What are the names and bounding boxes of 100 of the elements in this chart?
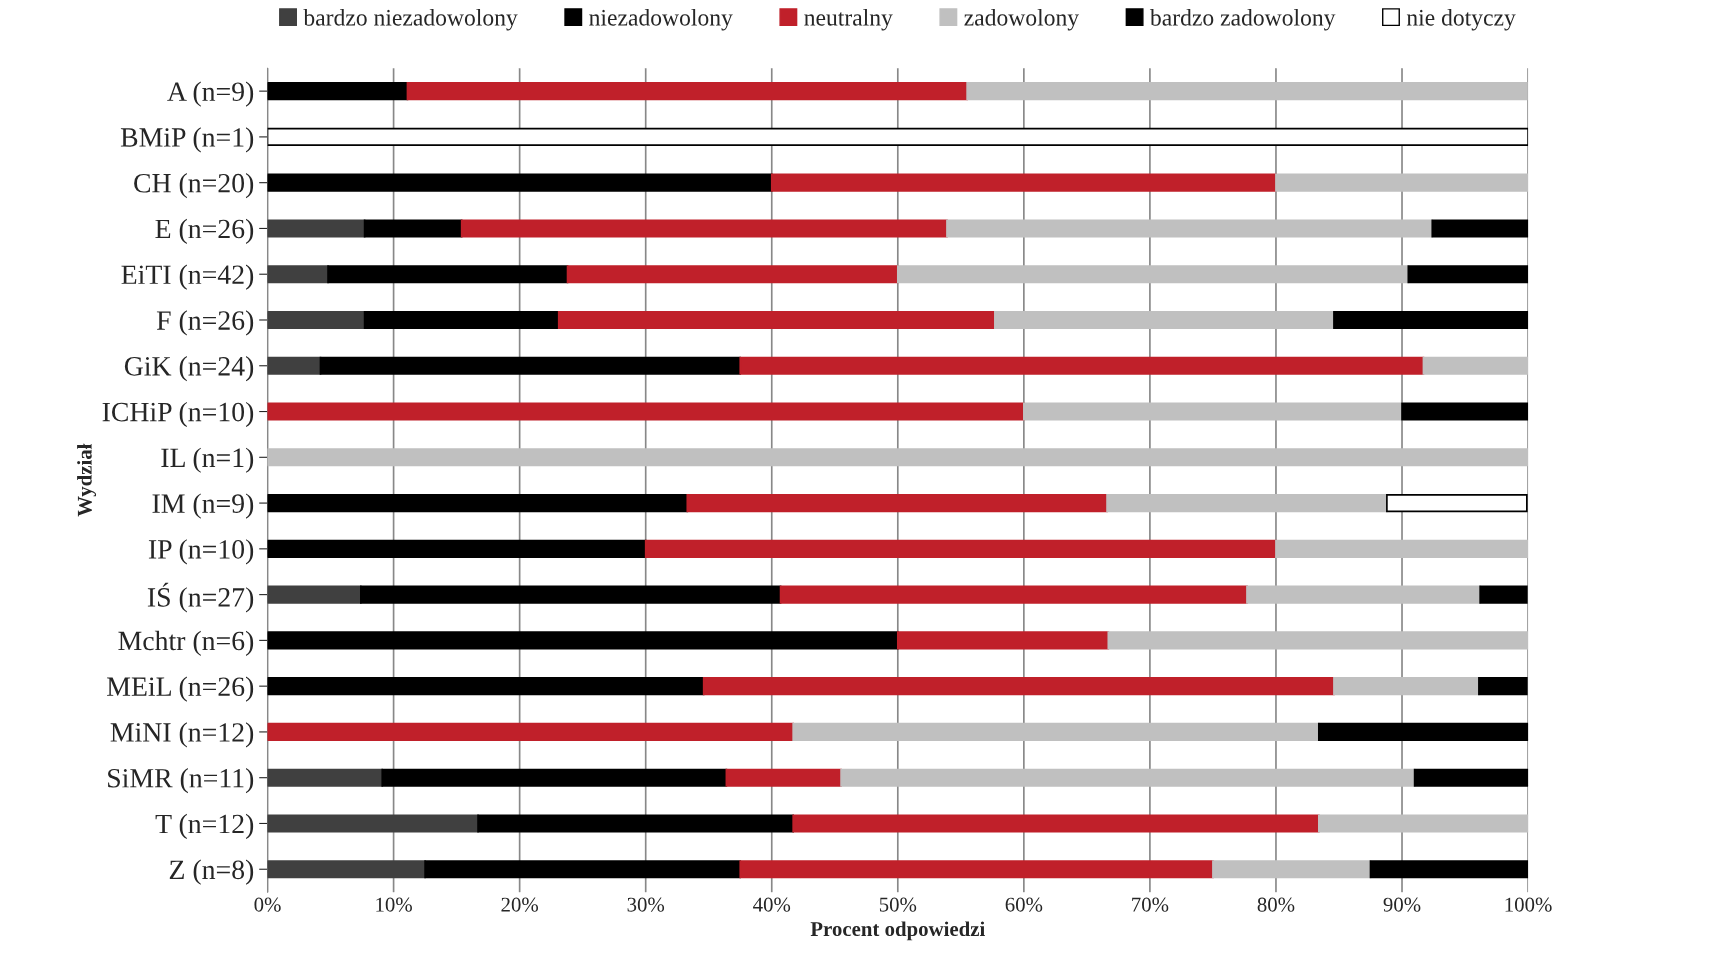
bar: [770, 173, 1277, 192]
bar: [267, 356, 322, 375]
bar: [319, 356, 742, 375]
bar: [792, 814, 1320, 833]
bar: [896, 265, 1410, 284]
bar: [1422, 356, 1529, 375]
bar: [1317, 814, 1529, 833]
y-tick-label: EiTI (n=42): [121, 264, 254, 290]
bar: [267, 768, 384, 787]
bar: [406, 82, 968, 101]
bar: [359, 585, 782, 604]
legend-label: nie dotyczy: [1406, 9, 1516, 31]
y-tick-label: CH (n=20): [134, 173, 254, 199]
bar: [267, 631, 899, 650]
bar: [566, 265, 899, 284]
bar: [267, 814, 479, 833]
bar: [1333, 310, 1529, 330]
bar: [267, 310, 366, 330]
bar: [1246, 585, 1481, 604]
bar: [840, 768, 1416, 787]
bar: [994, 310, 1335, 330]
y-tick-label: IL (n=1): [161, 447, 254, 473]
bar: [896, 631, 1110, 650]
bar: [1106, 493, 1388, 513]
bar: [424, 860, 742, 879]
bar: [267, 860, 426, 879]
x-tick-label: 60%: [1005, 897, 1043, 912]
x-axis-title: Procent odpowiedzi: [810, 921, 985, 941]
bar: [1317, 722, 1529, 742]
y-tick-label: IŚ (n=27): [147, 582, 254, 613]
bar: [1275, 173, 1529, 192]
legend-label: niezadowolony: [589, 9, 733, 31]
bar: [1107, 631, 1529, 650]
y-tick-label: ICHiP (n=10): [102, 401, 254, 428]
bar: [1333, 677, 1480, 696]
bar: [327, 265, 569, 284]
bar: [267, 82, 409, 101]
y-tick-label: A (n=9): [167, 81, 254, 107]
bar: [267, 493, 689, 513]
x-tick-label: 40%: [753, 897, 791, 912]
x-tick-label: 30%: [627, 897, 665, 912]
bar: [1023, 402, 1403, 421]
bar: [1401, 402, 1529, 421]
bar: [1407, 265, 1529, 284]
y-tick-label: T (n=12): [155, 813, 254, 840]
bar: [946, 219, 1434, 238]
legend-label: bardzo niezadowolony: [303, 9, 518, 31]
bar: [702, 677, 1335, 696]
bar: [267, 265, 329, 284]
x-tick-label: 10%: [376, 897, 412, 912]
bar: [363, 219, 463, 238]
bar: [267, 127, 1529, 146]
bar: [1369, 860, 1529, 879]
bar: [1212, 860, 1372, 879]
bar: [267, 173, 773, 192]
x-tick-label: 90%: [1383, 897, 1421, 912]
y-tick-label: F (n=26): [156, 310, 254, 336]
x-tick-label: 50%: [879, 897, 917, 912]
legend-label: bardzo zadowolony: [1149, 9, 1336, 31]
bar: [267, 677, 705, 696]
x-tick-label: 70%: [1132, 897, 1169, 912]
x-tick-label: 80%: [1257, 897, 1295, 912]
bar: [267, 448, 1529, 467]
bar: [381, 768, 728, 787]
y-tick-label: SiMR (n=11): [108, 768, 254, 794]
bar: [686, 493, 1108, 513]
bar: [1275, 539, 1529, 558]
bar: [1479, 585, 1528, 604]
bar: [792, 722, 1320, 742]
bar: [966, 82, 1528, 101]
bar: [725, 768, 842, 787]
bar: [1431, 219, 1529, 238]
y-tick-label: Mchtr (n=6): [118, 630, 254, 656]
legend-label: neutralny: [804, 9, 893, 31]
legend-label: zadowolony: [964, 9, 1080, 31]
y-tick-label: MEiL (n=26): [107, 676, 254, 702]
y-tick-label: IM (n=9): [152, 493, 254, 519]
x-tick-label: 20%: [501, 897, 539, 912]
bar: [267, 539, 647, 558]
x-tick-label: 0%: [254, 897, 281, 912]
bar: [1413, 768, 1529, 787]
bar: [1386, 493, 1528, 513]
y-axis-title: Wydział: [77, 443, 97, 517]
bar: [557, 310, 996, 330]
bar: [267, 402, 1025, 421]
bar: [267, 722, 795, 742]
y-tick-label: IP (n=10): [148, 539, 254, 565]
y-tick-label: GiK (n=24): [124, 356, 254, 382]
bar: [779, 585, 1248, 604]
bar: [477, 814, 795, 833]
y-tick-label: Z (n=8): [169, 859, 254, 885]
x-tick-label: 100%: [1505, 897, 1552, 912]
y-tick-label: MiNI (n=12): [110, 722, 254, 748]
bar: [739, 860, 1214, 879]
bar: [644, 539, 1277, 558]
bar: [739, 356, 1425, 375]
bar: [1478, 677, 1528, 696]
y-tick-label: BMiP (n=1): [120, 127, 254, 153]
bar: [267, 219, 366, 238]
bar: [363, 310, 560, 330]
